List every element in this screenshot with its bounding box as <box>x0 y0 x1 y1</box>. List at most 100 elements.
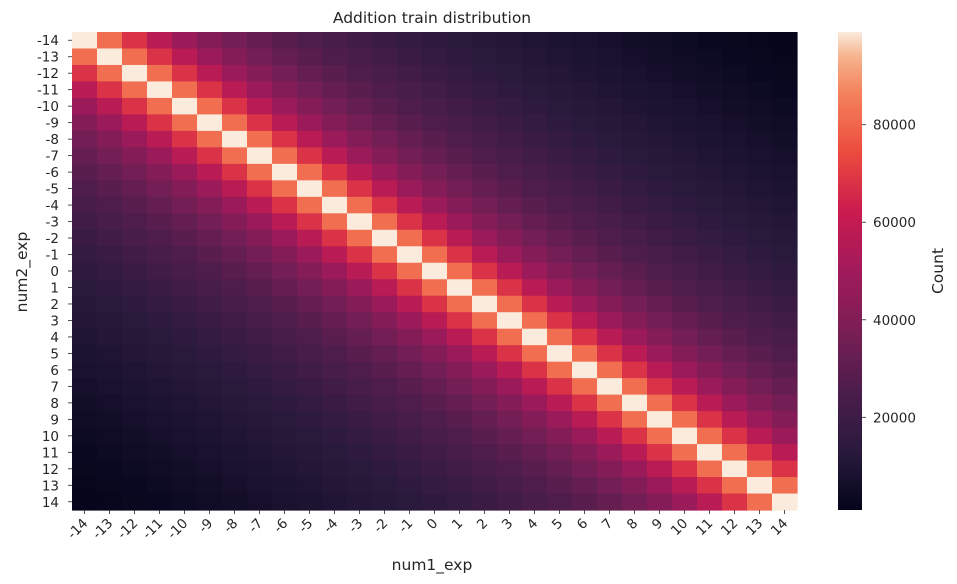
heatmap-cell <box>372 477 398 495</box>
heatmap-cell <box>347 493 373 511</box>
heatmap-cell <box>372 460 398 478</box>
heatmap-cell <box>372 378 398 396</box>
heatmap-cell <box>297 295 323 313</box>
heatmap-cell <box>322 64 348 83</box>
heatmap-cell <box>372 48 398 66</box>
heatmap-cell <box>747 64 773 83</box>
heatmap-cell <box>447 361 473 379</box>
heatmap-cell <box>172 460 198 478</box>
heatmap-cell <box>722 48 748 66</box>
heatmap-cell <box>222 460 248 478</box>
heatmap-cell <box>197 32 223 50</box>
heatmap-cell <box>322 97 348 116</box>
heatmap-cell <box>122 493 148 511</box>
heatmap-cell <box>422 427 448 445</box>
heatmap-cell <box>597 163 623 181</box>
heatmap-cell <box>722 213 748 231</box>
heatmap-cell <box>622 114 648 132</box>
x-tick-label: -1 <box>395 516 416 537</box>
heatmap-cell <box>272 81 298 99</box>
heatmap-cell <box>397 262 423 280</box>
heatmap-cell <box>197 196 223 214</box>
heatmap-cell <box>647 361 673 379</box>
heatmap-cell <box>622 411 648 429</box>
heatmap-cell <box>297 394 323 412</box>
heatmap-cell <box>422 64 448 83</box>
heatmap-cell <box>297 180 323 198</box>
heatmap-cell <box>697 97 723 116</box>
heatmap-cell <box>522 493 548 511</box>
x-tick-label: 2 <box>474 516 491 533</box>
heatmap-cell <box>172 81 198 99</box>
heatmap-cell <box>747 394 773 412</box>
heatmap-cell <box>147 147 173 165</box>
heatmap-cell <box>347 345 373 363</box>
heatmap-cell <box>322 246 348 264</box>
heatmap-cell <box>322 163 348 181</box>
heatmap-cell <box>147 81 173 99</box>
heatmap-cell <box>97 444 123 462</box>
heatmap-cell <box>322 147 348 165</box>
heatmap-cell <box>222 81 248 99</box>
heatmap-cell <box>747 427 773 445</box>
heatmap-cell <box>647 279 673 297</box>
heatmap-cell <box>547 444 573 462</box>
heatmap-cell <box>272 246 298 264</box>
heatmap-cell <box>647 81 673 99</box>
y-tick-label: 9 <box>50 412 59 428</box>
heatmap-cell <box>572 411 598 429</box>
x-tick-label: 4 <box>524 516 541 533</box>
heatmap-cell <box>647 114 673 132</box>
heatmap-cell <box>297 345 323 363</box>
heatmap-cell <box>422 163 448 181</box>
heatmap-cell <box>347 246 373 264</box>
heatmap-cell <box>522 312 548 330</box>
heatmap-cell <box>447 130 473 148</box>
heatmap-cell <box>597 32 623 50</box>
heatmap-cell <box>372 246 398 264</box>
heatmap-cell <box>472 444 498 462</box>
heatmap-cell <box>572 394 598 412</box>
heatmap-cell <box>422 213 448 231</box>
y-axis-ticks: -14-13-12-11-10-9-8-7-6-5-4-3-2-10123456… <box>37 33 72 511</box>
heatmap-cell <box>272 460 298 478</box>
heatmap-cell <box>297 196 323 214</box>
heatmap-cell <box>222 411 248 429</box>
heatmap-cell <box>472 312 498 330</box>
heatmap-cell <box>122 213 148 231</box>
heatmap-cell <box>97 229 123 247</box>
heatmap-cell <box>672 295 698 313</box>
heatmap-cell <box>397 32 423 50</box>
heatmap-cell <box>572 345 598 363</box>
heatmap-cell <box>247 81 273 99</box>
heatmap-cell <box>547 477 573 495</box>
heatmap-cell <box>472 180 498 198</box>
heatmap-cell <box>472 229 498 247</box>
heatmap-cell <box>747 345 773 363</box>
heatmap-cell <box>272 328 298 346</box>
heatmap-cell <box>622 262 648 280</box>
heatmap-cell <box>172 345 198 363</box>
heatmap-cell <box>72 493 98 511</box>
heatmap-cell <box>97 97 123 116</box>
heatmap-cell <box>222 361 248 379</box>
heatmap-cell <box>72 48 98 66</box>
heatmap-cell <box>647 493 673 511</box>
heatmap-cell <box>422 477 448 495</box>
heatmap-cell <box>397 229 423 247</box>
heatmap-cell <box>372 295 398 313</box>
heatmap-cell <box>597 378 623 396</box>
heatmap-cell <box>72 114 98 132</box>
heatmap-cell <box>672 32 698 50</box>
heatmap-cell <box>197 81 223 99</box>
heatmap-cell <box>347 97 373 116</box>
heatmap-cell <box>522 32 548 50</box>
heatmap-cell <box>147 361 173 379</box>
heatmap-cell <box>622 130 648 148</box>
heatmap-cell <box>247 246 273 264</box>
heatmap-cell <box>497 97 523 116</box>
heatmap-cell <box>172 213 198 231</box>
heatmap-cell <box>722 196 748 214</box>
heatmap-cell <box>497 493 523 511</box>
heatmap-cell <box>772 394 798 412</box>
